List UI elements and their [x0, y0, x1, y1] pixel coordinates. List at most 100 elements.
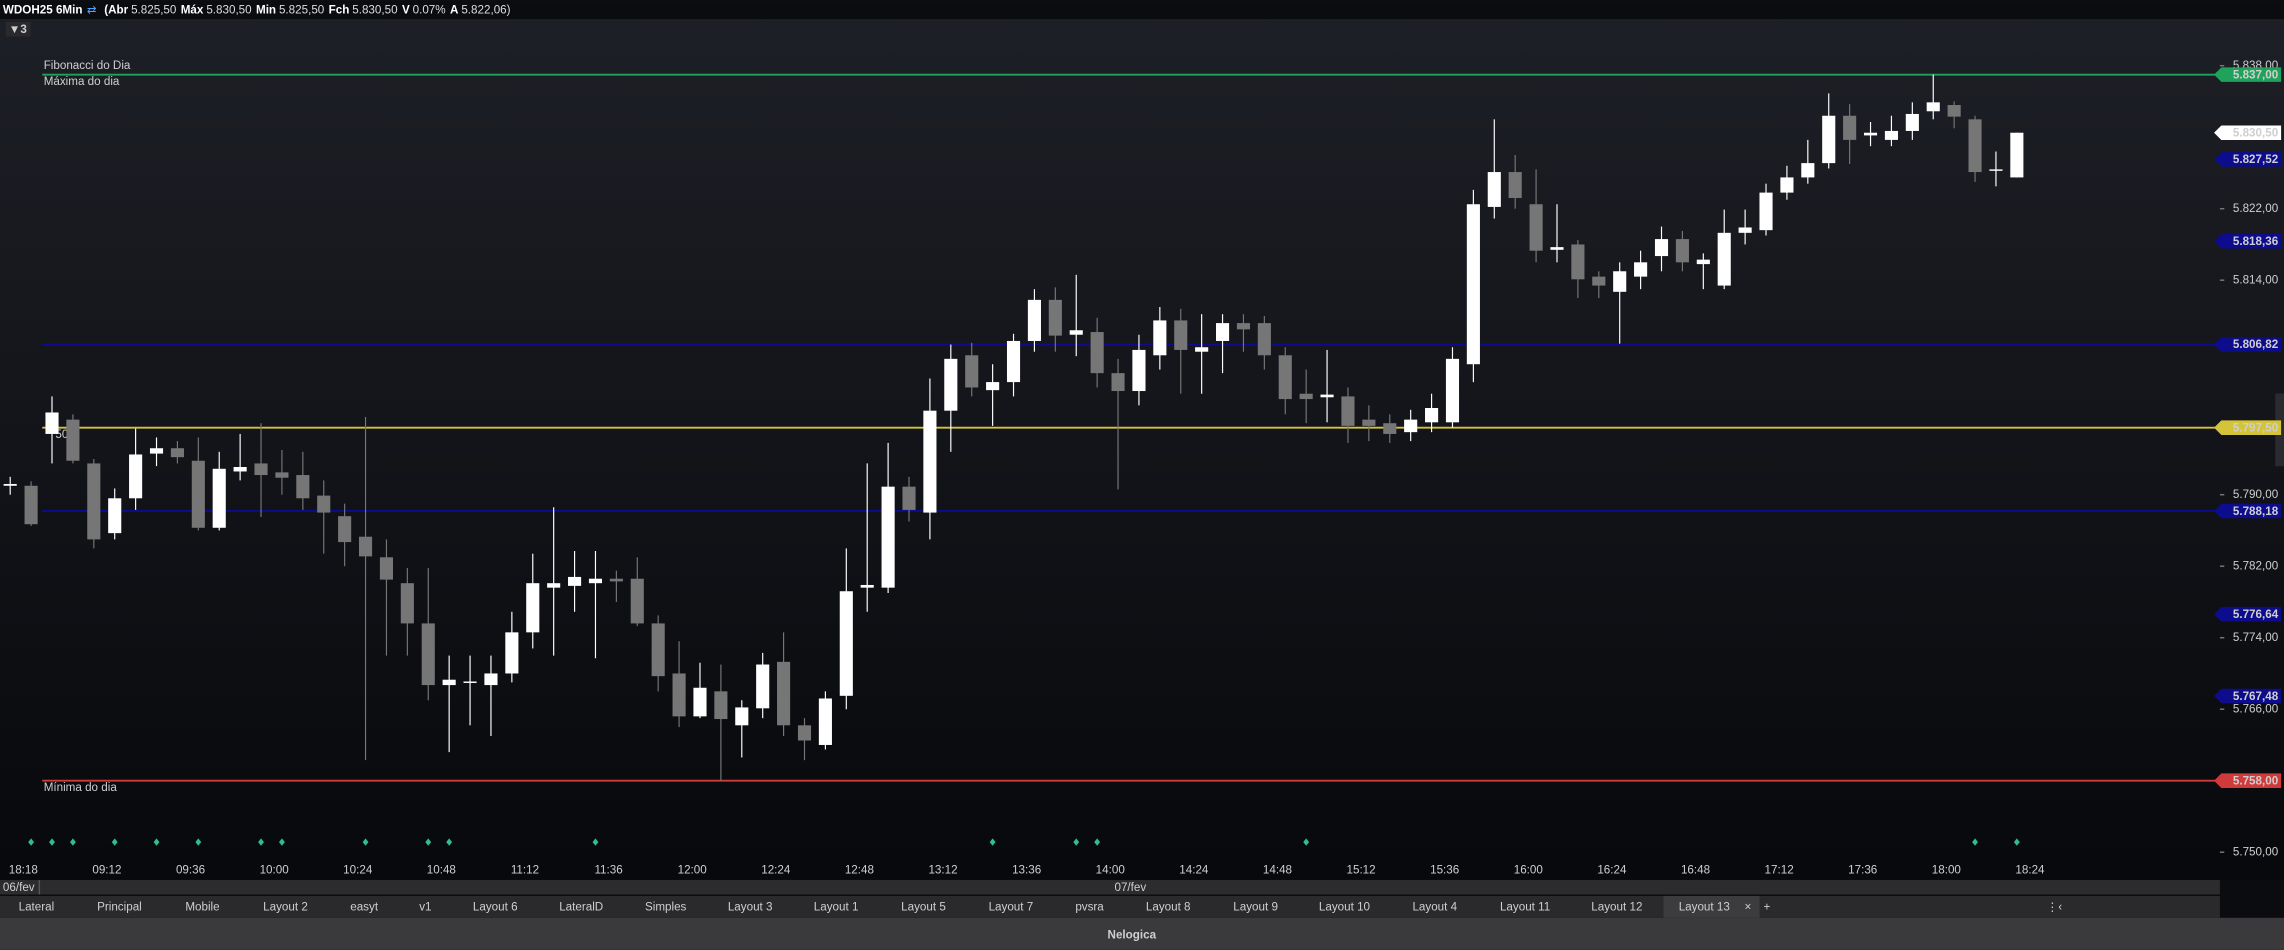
tab[interactable]: Simples — [645, 901, 687, 914]
time-axis — [0, 859, 2284, 880]
x-tick-label: 09:36 — [176, 864, 205, 877]
candle-body — [1780, 177, 1794, 193]
candle-body — [1613, 271, 1627, 292]
candle-body — [66, 419, 80, 461]
tab[interactable]: Layout 5 — [901, 901, 946, 914]
candle-body — [1132, 349, 1146, 392]
tab[interactable]: Layout 2 — [263, 901, 308, 914]
add-tab[interactable]: + — [1763, 901, 1770, 914]
candle-body — [1466, 204, 1480, 365]
active-tab-bg[interactable] — [1663, 895, 1760, 918]
candle-body — [1738, 227, 1752, 233]
candle-body — [1236, 323, 1251, 330]
field-value: 5.830,50 — [206, 3, 252, 16]
tab[interactable]: Layout 1 — [814, 901, 859, 914]
candle-body — [1404, 419, 1418, 433]
candle-body — [233, 467, 247, 472]
badge-arrow: ▼ — [9, 23, 21, 36]
candle-body — [651, 623, 665, 677]
candle-body — [1425, 408, 1439, 423]
x-tick-label: 11:36 — [594, 864, 622, 877]
field-label: Máx — [181, 3, 204, 16]
tab[interactable]: v1 — [419, 901, 431, 914]
signal — [1094, 838, 1101, 846]
tab[interactable]: Layout 7 — [989, 901, 1034, 914]
candle-body — [1654, 239, 1669, 257]
tab-bar — [0, 895, 2220, 918]
candle-body — [379, 557, 393, 580]
candle-body — [1445, 358, 1460, 423]
field-value: 5.825,50 — [279, 3, 325, 16]
candle-body — [296, 475, 310, 499]
candle-body — [1947, 105, 1961, 117]
field-value: 5.825,50 — [131, 3, 177, 16]
level-name: Mínima do dia — [44, 781, 118, 794]
tab[interactable]: Layout 10 — [1319, 901, 1371, 914]
x-tick-label: 14:48 — [1263, 864, 1292, 877]
x-tick-label: 16:24 — [1597, 864, 1627, 877]
price-tag-label: 5.818,36 — [2233, 235, 2279, 248]
tab[interactable]: LateralD — [559, 901, 603, 914]
tab[interactable]: Mobile — [185, 901, 219, 914]
tab[interactable]: Layout 4 — [1412, 901, 1457, 914]
signal — [2013, 838, 2020, 846]
price-tag — [2214, 503, 2282, 519]
tab-close[interactable]: × — [1745, 901, 1752, 914]
candle-body — [317, 495, 331, 513]
x-tick-label: 16:48 — [1681, 864, 1710, 877]
date-label: 06/fev — [3, 881, 35, 894]
candle-body — [149, 448, 164, 454]
candle-body — [212, 468, 226, 528]
tab[interactable]: Layout 12 — [1591, 901, 1642, 914]
candle-body — [902, 486, 916, 510]
candle-body — [1090, 332, 1104, 374]
tab[interactable]: Layout 13 — [1679, 901, 1730, 914]
price-tag-label: 5.767,48 — [2233, 690, 2279, 703]
candle-body — [1153, 320, 1167, 356]
x-tick-label: 09:12 — [92, 864, 121, 877]
tab-scroll[interactable]: ‹ — [2058, 901, 2062, 914]
x-tick-label: 13:12 — [928, 864, 957, 877]
candle-body — [672, 673, 686, 717]
field-value: 5.822,06) — [461, 3, 510, 16]
tab[interactable]: Layout 6 — [473, 901, 518, 914]
candle-body — [3, 483, 17, 486]
x-tick-label: 18:24 — [2015, 864, 2045, 877]
candle-body — [421, 623, 435, 686]
tab[interactable]: Principal — [97, 901, 142, 914]
y-tick-label: 5.790,00 — [2233, 488, 2279, 501]
candle-body — [1634, 262, 1648, 277]
x-tick-label: 14:24 — [1179, 864, 1209, 877]
tab[interactable]: pvsra — [1075, 901, 1104, 914]
badge-bg[interactable] — [5, 21, 31, 37]
signal — [153, 838, 160, 846]
price-tag-label: 5.837,00 — [2233, 68, 2278, 81]
y-tick-label: 5.774,00 — [2233, 631, 2279, 644]
candle-body — [1884, 130, 1898, 140]
signal — [592, 838, 599, 846]
tab[interactable]: easyt — [350, 901, 379, 914]
candle-body — [1926, 102, 1940, 112]
signal — [111, 838, 118, 846]
tab[interactable]: Layout 11 — [1500, 901, 1550, 914]
field-label: Fch — [329, 3, 350, 16]
tab[interactable]: Lateral — [19, 901, 55, 914]
candle-body — [1801, 163, 1815, 178]
candle-body — [1069, 330, 1083, 335]
candle-body — [2010, 132, 2024, 178]
candle-body — [568, 576, 582, 586]
tab[interactable]: Layout 9 — [1233, 901, 1278, 914]
candle-body — [108, 498, 122, 534]
candle-body — [1006, 340, 1021, 383]
candle-body — [923, 410, 937, 513]
signal — [258, 838, 264, 846]
candle-body — [1048, 299, 1062, 336]
tab[interactable]: Layout 3 — [728, 901, 773, 914]
candle-body — [1383, 423, 1397, 434]
candle-body — [505, 632, 519, 674]
price-tag-label: 5.797,50 — [2233, 421, 2278, 434]
tab[interactable]: Layout 8 — [1146, 901, 1191, 914]
candle-body — [1550, 247, 1564, 250]
candle-body — [1529, 204, 1543, 251]
tab-menu[interactable]: ⋮ — [2047, 901, 2059, 914]
